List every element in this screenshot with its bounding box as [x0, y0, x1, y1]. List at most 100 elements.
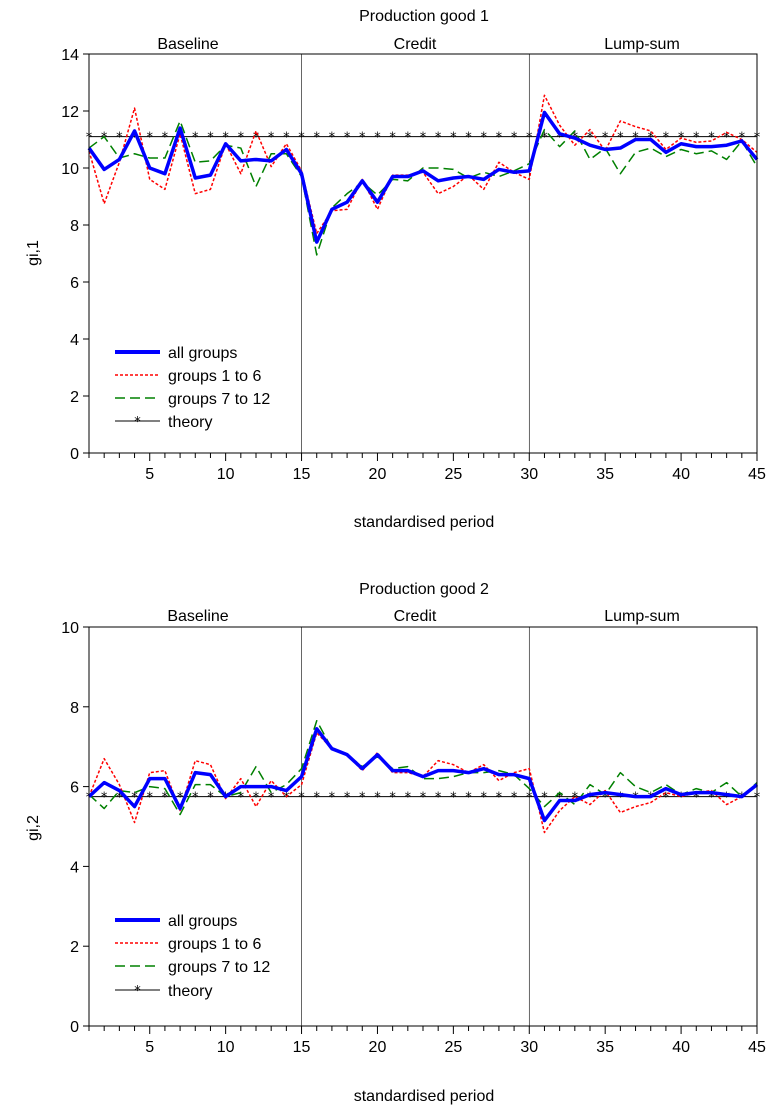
theory-point-marker: *: [496, 791, 503, 806]
plot-area: * * * * * * * * * * * * * * * * * * * * * * * * * * * * * * * * * * * * * * * *…: [61, 47, 766, 483]
theory-point-marker: *: [723, 131, 730, 146]
x-tick-label: 5: [145, 1039, 154, 1056]
theory-point-marker: *: [283, 791, 290, 806]
legend-label-all-groups: all groups: [168, 913, 237, 930]
theory-point-marker: *: [268, 131, 275, 146]
theory-point-marker: *: [222, 131, 229, 146]
y-tick-label: 6: [70, 780, 79, 797]
theory-point-marker: *: [298, 131, 305, 146]
series-line-groups-1-to-6: [88, 94, 758, 235]
theory-point-marker: *: [663, 131, 670, 146]
x-tick-label: 35: [596, 466, 614, 483]
theory-point-marker: *: [131, 131, 138, 146]
theory-point-marker: *: [435, 131, 442, 146]
theory-point-marker: *: [162, 131, 169, 146]
x-tick-label: 25: [444, 466, 462, 483]
theory-point-marker: *: [541, 131, 548, 146]
theory-point-marker: *: [693, 131, 700, 146]
theory-point-marker: *: [359, 131, 366, 146]
theory-point-marker: *: [602, 791, 609, 806]
y-tick-label: 0: [70, 446, 79, 463]
theory-point-marker: *: [253, 131, 260, 146]
theory-point-marker: *: [101, 791, 108, 806]
series-line-groups-1-to-6: [88, 731, 758, 834]
x-tick-label: 10: [217, 466, 235, 483]
theory-point-marker: *: [146, 791, 153, 806]
theory-point-marker: *: [739, 131, 746, 146]
y-tick-label: 6: [70, 275, 79, 292]
section-label-lump-sum: Lump-sum: [604, 608, 680, 625]
theory-point-marker: *: [511, 791, 518, 806]
theory-point-marker: *: [511, 131, 518, 146]
section-label-lump-sum: Lump-sum: [604, 36, 680, 53]
section-label-credit: Credit: [394, 608, 437, 625]
theory-point-marker: *: [389, 131, 396, 146]
theory-point-marker: *: [131, 791, 138, 806]
x-tick-label: 10: [217, 1039, 235, 1056]
theory-point-marker: *: [374, 791, 381, 806]
theory-point-marker: *: [146, 131, 153, 146]
legend-label-groups-1-to-6: groups 1 to 6: [168, 936, 262, 953]
legend: all groups groups 1 to 6 groups 7 to 12 …: [115, 345, 270, 431]
x-tick-label: 30: [520, 1039, 538, 1056]
chart-production-good-2: Production good 2 Baseline Credit Lump-s…: [25, 581, 766, 1105]
chart-title: Production good 1: [359, 8, 489, 25]
theory-point-marker: *: [405, 131, 412, 146]
theory-point-marker: *: [238, 791, 245, 806]
theory-point-marker: *: [602, 131, 609, 146]
y-tick-label: 0: [70, 1019, 79, 1036]
legend-label-groups-7-to-12: groups 7 to 12: [168, 959, 270, 976]
theory-point-marker: *: [177, 791, 184, 806]
theory-point-marker: *: [298, 791, 305, 806]
x-tick-label: 15: [293, 1039, 311, 1056]
theory-point-marker: *: [238, 131, 245, 146]
theory-point-marker: *: [192, 791, 199, 806]
theory-point-marker: *: [116, 791, 123, 806]
legend-star-theory: *: [134, 984, 141, 999]
theory-point-marker: *: [374, 131, 381, 146]
legend-label-groups-1-to-6: groups 1 to 6: [168, 368, 262, 385]
x-tick-label: 45: [748, 1039, 766, 1056]
x-tick-label: 30: [520, 466, 538, 483]
theory-point-marker: *: [708, 131, 715, 146]
y-tick-label: 4: [70, 332, 79, 349]
legend-label-theory: theory: [168, 983, 212, 1000]
theory-point-marker: *: [465, 131, 472, 146]
y-tick-label: 10: [61, 620, 79, 637]
theory-point-marker: *: [313, 791, 320, 806]
section-label-baseline: Baseline: [167, 608, 228, 625]
theory-point-marker: *: [420, 131, 427, 146]
section-label-credit: Credit: [394, 36, 437, 53]
theory-point-marker: *: [389, 791, 396, 806]
y-tick-label: 4: [70, 859, 79, 876]
theory-point-marker: *: [253, 791, 260, 806]
theory-point-marker: *: [541, 791, 548, 806]
chart-production-good-1: Production good 1 Baseline Credit Lump-s…: [25, 8, 766, 531]
theory-point-marker: *: [207, 131, 214, 146]
theory-point-marker: *: [450, 791, 457, 806]
theory-point-marker: *: [693, 791, 700, 806]
x-axis-label: standardised period: [354, 514, 495, 531]
theory-point-marker: *: [192, 131, 199, 146]
y-tick-label: 2: [70, 389, 79, 406]
theory-point-marker: *: [283, 131, 290, 146]
series-line-all-groups: [87, 727, 759, 823]
x-tick-label: 40: [672, 466, 690, 483]
x-tick-label: 5: [145, 466, 154, 483]
theory-point-marker: *: [268, 791, 275, 806]
y-axis-label: gi,2: [25, 815, 42, 841]
y-tick-label: 14: [61, 47, 79, 64]
theory-point-marker: *: [587, 131, 594, 146]
x-tick-label: 15: [293, 466, 311, 483]
theory-point-marker: *: [450, 131, 457, 146]
y-tick-label: 8: [70, 218, 79, 235]
theory-point-marker: *: [420, 791, 427, 806]
theory-point-marker: *: [359, 791, 366, 806]
y-tick-label: 8: [70, 700, 79, 717]
theory-point-marker: *: [526, 791, 533, 806]
y-tick-label: 10: [61, 161, 79, 178]
legend-label-theory: theory: [168, 414, 212, 431]
theory-point-marker: *: [556, 131, 563, 146]
series-line-all-groups: [87, 110, 759, 244]
